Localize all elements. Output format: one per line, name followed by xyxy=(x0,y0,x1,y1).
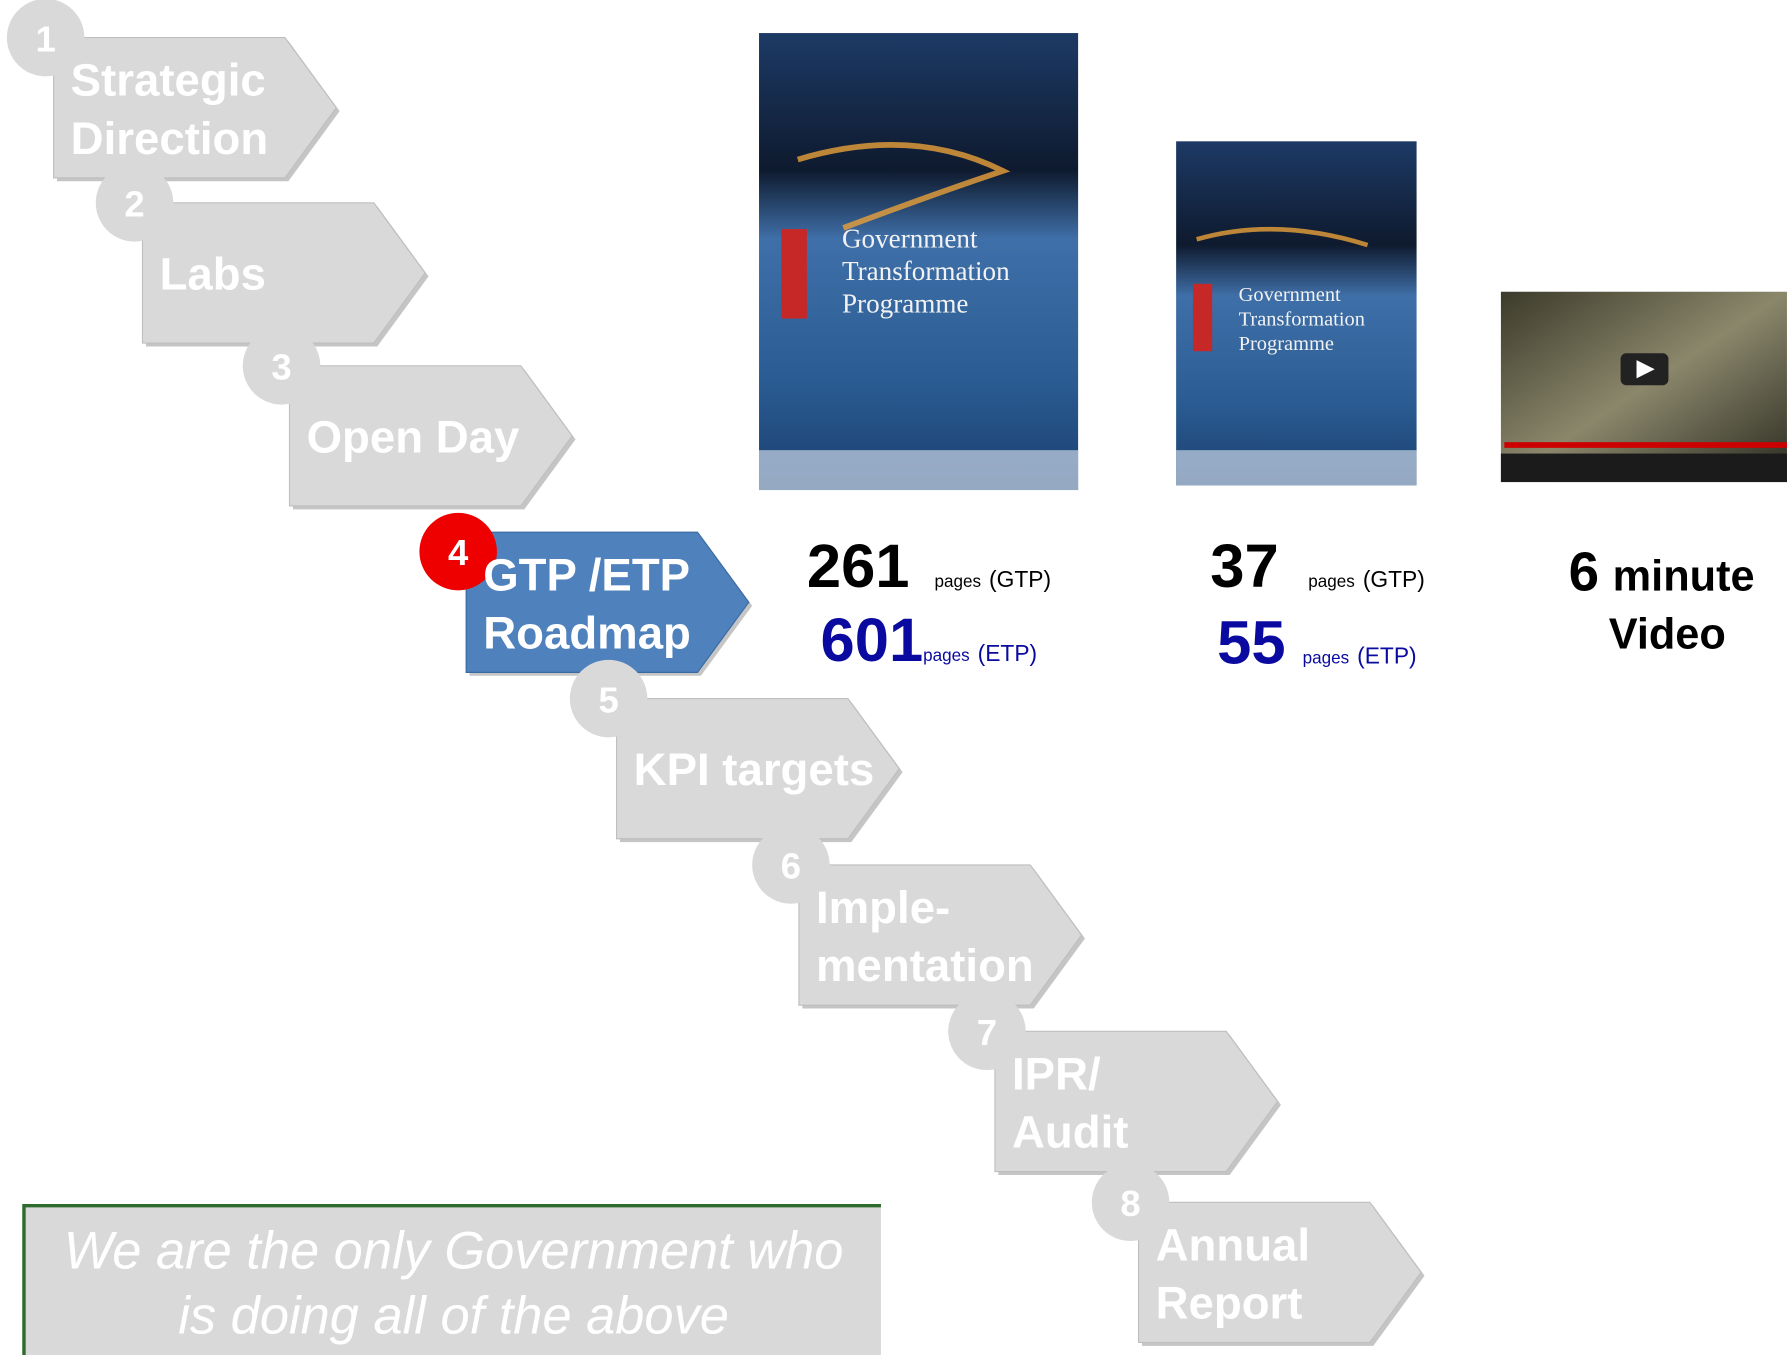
step-number: 6 xyxy=(781,846,801,887)
step-number: 1 xyxy=(35,18,55,59)
etp-count: 601 xyxy=(821,606,924,675)
cover-title: Programme xyxy=(1239,333,1334,355)
tag: (ETP) xyxy=(978,640,1037,666)
etp-unit: pages (ETP) xyxy=(1303,642,1417,668)
tag: (ETP) xyxy=(1357,642,1416,668)
progress-bar xyxy=(1504,442,1787,448)
step-label: Direction xyxy=(71,113,269,164)
video-unit: minute xyxy=(1613,552,1755,600)
cover-logo xyxy=(1193,284,1212,351)
cover-title: Programme xyxy=(842,288,968,318)
step-label: Labs xyxy=(160,248,266,299)
step-label: Audit xyxy=(1012,1107,1128,1158)
tag: (GTP) xyxy=(1363,566,1425,592)
step-label: Open Day xyxy=(307,411,520,462)
cover-logo xyxy=(781,229,807,319)
step[interactable]: 8 Annual Report xyxy=(1092,1164,1425,1346)
step-number: 3 xyxy=(271,346,291,387)
step-label: Annual xyxy=(1156,1219,1310,1270)
step-label: IPR/ xyxy=(1012,1048,1101,1099)
cover-title: Transformation xyxy=(842,256,1010,286)
step[interactable]: 3 Open Day xyxy=(243,327,576,509)
step[interactable]: 6 Imple-mentation xyxy=(752,826,1085,1008)
step-label: Strategic xyxy=(71,55,266,106)
cover-title: Government xyxy=(1239,284,1341,306)
video-frame[interactable] xyxy=(1501,292,1787,482)
step-label: Roadmap xyxy=(483,607,691,658)
etp-count: 55 xyxy=(1217,608,1285,677)
note-text: We are the only Government who xyxy=(64,1222,844,1280)
gtp-unit: pages (GTP) xyxy=(935,566,1052,592)
step-number: 5 xyxy=(598,679,618,720)
etp-unit: pages (ETP) xyxy=(923,640,1037,666)
step-label: Imple- xyxy=(816,882,950,933)
step[interactable]: 5 KPI targets xyxy=(570,660,903,842)
step-label: mentation xyxy=(816,940,1034,991)
cover-footer xyxy=(1176,450,1416,485)
step-number: 4 xyxy=(448,532,469,573)
unit: pages xyxy=(1308,572,1355,591)
cover-title: Transformation xyxy=(1239,308,1365,330)
step-number: 7 xyxy=(977,1012,997,1053)
step[interactable]: 7 IPR/Audit xyxy=(948,993,1281,1175)
gtp-unit: pages (GTP) xyxy=(1308,566,1425,592)
step[interactable]: 1 Strategic Direction xyxy=(7,0,340,181)
tag: (GTP) xyxy=(989,566,1051,592)
step[interactable]: 4 GTP /ETP Roadmap xyxy=(419,513,752,676)
video-number: 6 xyxy=(1569,540,1599,602)
step[interactable]: 2 Labs xyxy=(96,164,429,346)
gtp-count: 37 xyxy=(1210,532,1278,601)
step-number: 8 xyxy=(1120,1183,1140,1224)
video-label: Video xyxy=(1609,610,1726,658)
step-label: GTP /ETP xyxy=(483,549,690,600)
video-thumb[interactable] xyxy=(1501,292,1787,482)
step-number: 2 xyxy=(124,184,144,225)
note-text: is doing all of the above xyxy=(178,1287,729,1345)
slide: 1 Strategic Direction 2 Labs 3 Open Day 4 GTP /E… xyxy=(0,0,1787,1355)
video-duration: 6 minute xyxy=(1569,540,1755,602)
video-controls xyxy=(1501,454,1787,482)
cover-footer xyxy=(759,450,1078,490)
unit: pages xyxy=(923,646,970,665)
gtp-count: 261 xyxy=(807,532,910,601)
unit: pages xyxy=(1303,648,1350,667)
cover-title: Government xyxy=(842,223,978,253)
step-label: KPI targets xyxy=(634,744,875,795)
step-label: Report xyxy=(1156,1278,1303,1329)
unit: pages xyxy=(935,572,982,591)
page: 1 Strategic Direction 2 Labs 3 Open Day 4 GTP /E… xyxy=(0,0,1787,1355)
